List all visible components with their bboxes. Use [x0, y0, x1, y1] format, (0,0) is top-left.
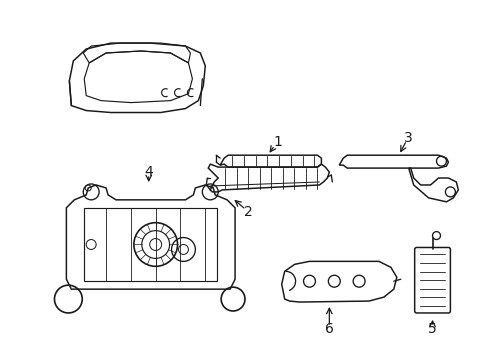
- Text: 4: 4: [144, 165, 153, 179]
- Text: 6: 6: [324, 322, 333, 336]
- Text: 2: 2: [243, 205, 252, 219]
- Text: 5: 5: [427, 322, 436, 336]
- Text: 3: 3: [404, 131, 412, 145]
- Text: 1: 1: [273, 135, 282, 149]
